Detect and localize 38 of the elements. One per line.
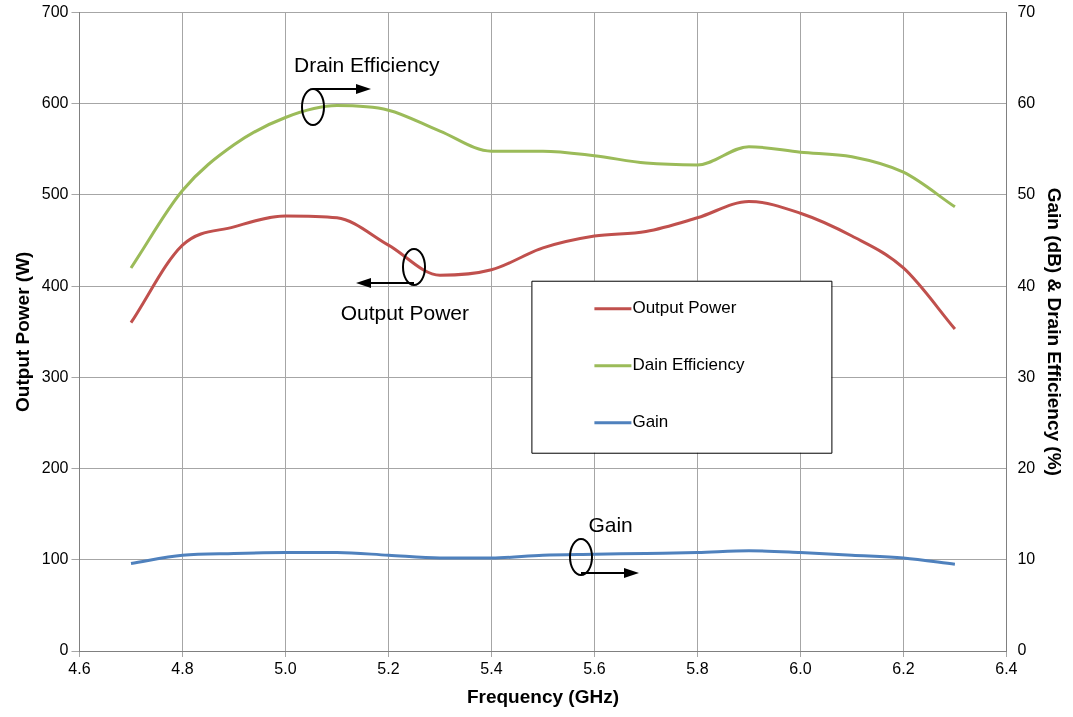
y-tick-label: 500 xyxy=(41,185,69,203)
x-tick-label: 4.8 xyxy=(171,660,194,678)
annotation: Output Power xyxy=(340,301,470,325)
legend-label: Dain Efficiency xyxy=(632,355,746,375)
y-tick-label: 600 xyxy=(41,94,69,112)
y-tick-label: 300 xyxy=(41,367,69,385)
y-axis-title: Output Power (W) xyxy=(11,251,33,413)
x-tick-label: 4.6 xyxy=(68,660,91,678)
annotation: Gain xyxy=(588,513,633,537)
line-series xyxy=(129,199,957,331)
x-tick-label: 6.4 xyxy=(995,660,1018,678)
legend-label: Output Power xyxy=(632,298,737,318)
y-tick-label: 700 xyxy=(41,3,69,21)
line-series xyxy=(129,549,957,566)
y-tick-label: 0 xyxy=(59,641,69,659)
legend-label: Gain xyxy=(632,412,669,432)
y2-tick-label: 70 xyxy=(1017,3,1036,21)
y2-axis-title: Gain (dB) & Drain Efficiency (%) xyxy=(1044,187,1066,476)
x-tick-label: 5.4 xyxy=(480,660,503,678)
y-tick-label: 400 xyxy=(41,276,69,294)
x-tick-label: 5.0 xyxy=(274,660,297,678)
y2-tick-label: 0 xyxy=(1017,641,1027,659)
y2-tick-label: 50 xyxy=(1017,185,1036,203)
x-tick-label: 5.6 xyxy=(583,660,606,678)
y2-tick-label: 30 xyxy=(1017,367,1036,385)
x-tick-label: 5.8 xyxy=(686,660,709,678)
y-tick-label: 200 xyxy=(41,459,69,477)
annotation: Drain Efficiency xyxy=(294,53,441,77)
x-tick-label: 5.2 xyxy=(377,660,400,678)
y2-tick-label: 20 xyxy=(1017,459,1036,477)
y2-tick-label: 60 xyxy=(1017,94,1036,112)
y-tick-label: 100 xyxy=(41,550,69,568)
y2-tick-label: 40 xyxy=(1017,276,1036,294)
x-tick-label: 6.0 xyxy=(789,660,812,678)
x-axis-title: Frequency (GHz) xyxy=(466,685,619,707)
x-tick-label: 6.2 xyxy=(892,660,915,678)
y2-tick-label: 10 xyxy=(1017,550,1036,568)
line-series xyxy=(129,104,957,270)
